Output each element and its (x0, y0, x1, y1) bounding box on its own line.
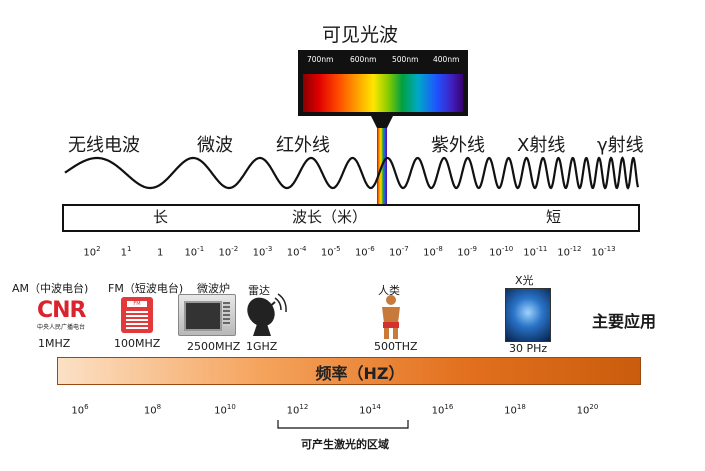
wavelength-tick: 10-5 (320, 245, 341, 259)
wavelength-tick: 10-7 (389, 245, 409, 259)
wavelength-tick: 10-4 (286, 245, 307, 259)
frequency-tick: 108 (143, 403, 162, 417)
fm-radio-icon: FM (121, 297, 153, 333)
band-gamma: γ射线 (597, 135, 644, 156)
am-radio-label: AM（中波电台) (12, 282, 89, 295)
nm-label-600: 600nm (350, 55, 377, 64)
beam-connector (371, 116, 393, 130)
nm-label-500: 500nm (392, 55, 419, 64)
xray-label: X光 (515, 274, 534, 287)
wavelength-tick: 10-12 (557, 245, 582, 259)
radar-frequency: 1GHZ (246, 340, 278, 353)
microwave-oven-icon (178, 294, 236, 336)
fm-radio-label: FM（短波电台) (108, 282, 184, 295)
axis-wavelength-label: 波长（米） (292, 208, 368, 226)
human-label: 人类 (378, 284, 400, 297)
human-figure-icon (382, 295, 400, 339)
axis-short-label: 短 (546, 208, 562, 226)
visible-light-title: 可见光波 (321, 24, 398, 46)
axis-long-label: 长 (153, 208, 169, 226)
band-infrared: 红外线 (276, 135, 330, 156)
wavelength-tick: 10-9 (457, 245, 477, 259)
band-microwave: 微波 (197, 135, 233, 156)
wavelength-tick: 10-1 (184, 245, 205, 259)
wavelength-tick: 10-10 (489, 245, 514, 259)
band-radio: 无线电波 (68, 135, 140, 156)
frequency-tick: 1020 (576, 403, 599, 417)
wavelength-tick: 10-11 (523, 245, 548, 259)
frequency-tick: 1012 (286, 403, 309, 417)
radar-dish-icon (247, 293, 287, 336)
band-ultraviolet: 紫外线 (431, 135, 485, 156)
frequency-label: 频率（HZ） (315, 364, 405, 383)
am-frequency: 1MHZ (38, 337, 71, 350)
radar-label: 雷达 (248, 284, 270, 297)
frequency-tick: 1018 (504, 403, 526, 417)
wave-path (64, 156, 640, 190)
wavelength-tick: 11 (120, 245, 132, 259)
wavelength-tick: 1 (157, 247, 164, 259)
wavelength-axis-box (62, 204, 640, 232)
frequency-tick: 106 (71, 403, 89, 417)
frequency-tick: 1010 (214, 403, 236, 417)
cnr-logo: CNR (37, 298, 86, 323)
cnr-logo-subtitle: 中央人民广播电台 (37, 324, 86, 331)
frequency-bar (57, 357, 641, 385)
microwave-oven-label: 微波炉 (197, 282, 230, 295)
frequency-tick: 1014 (359, 403, 381, 417)
frequency-tick: 1016 (431, 403, 454, 417)
visible-beam (377, 128, 387, 230)
human-frequency: 500THZ (374, 340, 418, 353)
visible-spectrum-gradient (303, 74, 463, 112)
wavelength-tick: 10-6 (354, 245, 375, 259)
nm-label-400: 400nm (433, 55, 460, 64)
wavelength-tick: 10-2 (218, 245, 239, 259)
xray-frequency: 30 PHz (509, 342, 548, 355)
microwave-frequency: 2500MHZ (187, 340, 241, 353)
wavelength-tick: 10-3 (252, 245, 273, 259)
band-xray: X射线 (517, 135, 566, 156)
wavelength-tick: 10-13 (591, 245, 616, 259)
main-applications-label: 主要应用 (592, 312, 657, 331)
nm-label-700: 700nm (307, 55, 334, 64)
xray-head-icon (505, 288, 551, 342)
laser-region-label: 可产生激光的区域 (301, 438, 389, 451)
wavelength-tick: 10-8 (423, 245, 443, 259)
laser-bracket (277, 420, 409, 429)
fm-frequency: 100MHZ (114, 337, 161, 350)
wavelength-tick: 102 (83, 245, 101, 259)
